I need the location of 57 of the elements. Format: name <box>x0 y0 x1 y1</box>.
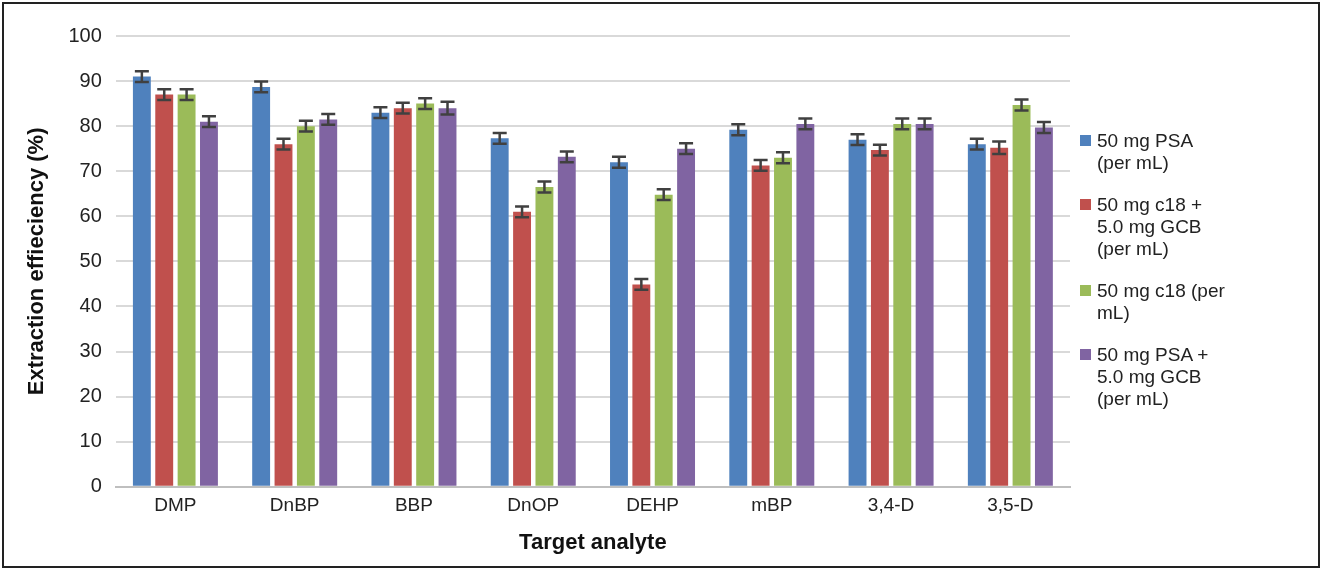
bar <box>893 123 912 486</box>
y-tick-label: 50 <box>79 248 102 271</box>
bar <box>200 121 218 486</box>
bar <box>177 94 196 486</box>
bar <box>416 103 435 486</box>
y-tick-label: 40 <box>79 294 102 316</box>
bar <box>751 165 770 486</box>
bar <box>490 138 509 486</box>
y-tick-label: 90 <box>79 68 102 91</box>
bar <box>870 150 889 486</box>
x-tick-label: BBP <box>394 494 433 516</box>
x-tick-label: DMP <box>154 494 197 516</box>
bar <box>557 156 576 486</box>
bar <box>132 76 151 486</box>
bar <box>438 108 457 486</box>
bar <box>632 284 651 486</box>
legend-label: 50 mg PSA + 5.0 mg GCB (per mL) <box>1097 344 1210 410</box>
bar <box>967 144 986 486</box>
x-tick-label: DnBP <box>269 494 320 516</box>
y-tick-label: 60 <box>79 203 102 226</box>
y-tick-label: 100 <box>68 23 102 46</box>
bar <box>155 94 174 486</box>
bar <box>729 129 748 486</box>
y-tick-label: 30 <box>79 339 102 362</box>
legend-label: 50 mg c18 (per mL) <box>1097 280 1226 324</box>
bar <box>513 211 532 486</box>
legend-label: 50 mg c18 + 5.0 mg GCB (per mL) <box>1097 194 1204 260</box>
x-tick-label: mBP <box>751 494 793 516</box>
y-tick-label: 70 <box>79 158 102 181</box>
bar <box>654 194 673 486</box>
bar <box>1034 127 1053 486</box>
y-axis-title: Extraction effieciency (%) <box>23 127 49 396</box>
y-tick-label: 0 <box>90 474 102 497</box>
bar <box>990 147 1009 486</box>
bar <box>848 139 867 486</box>
x-tick-label: DnOP <box>507 494 560 516</box>
x-tick-label: 3,5-D <box>987 494 1034 516</box>
bar <box>677 148 696 486</box>
x-axis-title: Target analyte <box>519 528 667 554</box>
bar <box>535 187 554 486</box>
y-tick-label: 10 <box>79 429 102 452</box>
bar <box>296 126 315 486</box>
bar <box>274 144 293 486</box>
bar <box>393 108 412 486</box>
legend-label: 50 mg PSA (per mL) <box>1097 130 1194 174</box>
bar <box>319 119 338 486</box>
bar <box>371 112 390 486</box>
bar <box>610 162 628 486</box>
x-tick-label: DEHP <box>626 494 679 516</box>
y-tick-label: 20 <box>79 384 102 407</box>
x-tick-label: 3,4-D <box>867 494 915 516</box>
y-tick-label: 80 <box>79 113 102 136</box>
bar <box>1012 104 1031 486</box>
bar <box>774 157 792 486</box>
bar <box>252 86 271 486</box>
bar <box>915 123 934 486</box>
bar <box>796 123 815 486</box>
